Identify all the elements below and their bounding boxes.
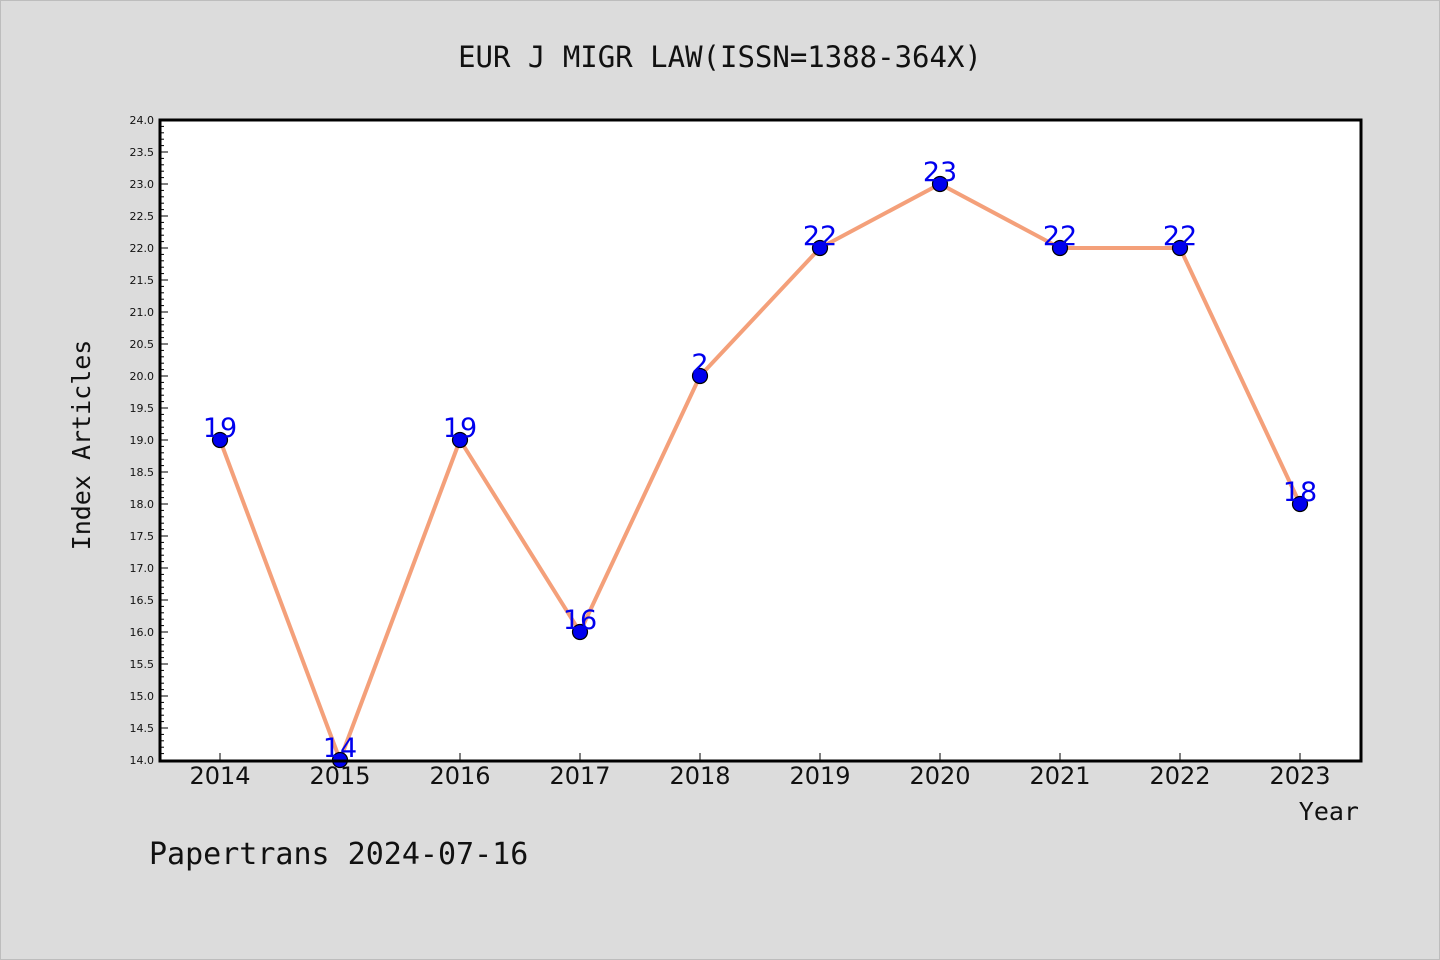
y-tick-label: 14.0: [130, 754, 155, 767]
data-point: [811, 239, 829, 257]
y-tick-label: 20.5: [130, 338, 155, 351]
data-point: [1051, 239, 1069, 257]
y-tick-label: 15.0: [130, 690, 155, 703]
y-tick-label: 18.0: [130, 498, 155, 511]
y-tick-label: 22.5: [130, 210, 155, 223]
data-label: 23: [923, 157, 957, 188]
y-tick-label: 17.0: [130, 562, 155, 575]
footer-credit: Papertrans 2024-07-16: [149, 837, 528, 872]
data-point: [691, 367, 709, 385]
x-axis-label: Year: [1299, 797, 1359, 826]
y-tick-label: 21.5: [130, 274, 155, 287]
y-tick-label: 15.5: [130, 658, 155, 671]
y-tick-label: 23.5: [130, 146, 155, 159]
y-axis-label: Index Articles: [67, 340, 96, 551]
plot-area: [160, 120, 1361, 761]
data-label: 18: [1283, 477, 1317, 508]
y-tick-label: 16.5: [130, 594, 155, 607]
x-tick-label: 2020: [909, 762, 970, 790]
data-point: [211, 431, 229, 449]
data-point: [1171, 239, 1189, 257]
y-tick-label: 21.0: [130, 306, 155, 319]
y-tick-label: 23.0: [130, 178, 155, 191]
plot-frame: [158, 118, 1363, 763]
y-tick-label: 16.0: [130, 626, 155, 639]
x-tick-label: 2019: [789, 762, 850, 790]
x-tick-label: 2014: [189, 762, 250, 790]
x-tick-label: 2023: [1269, 762, 1330, 790]
data-label: 16: [563, 605, 597, 636]
series-line: [218, 182, 1302, 762]
data-label: 22: [1163, 221, 1197, 252]
x-tick-label: 2022: [1149, 762, 1210, 790]
y-tick-label: 14.5: [130, 722, 155, 735]
data-point: [571, 623, 589, 641]
data-label: 14: [323, 733, 357, 764]
x-tick-label: 2018: [669, 762, 730, 790]
data-label: 22: [1043, 221, 1077, 252]
chart-title: EUR J MIGR LAW(ISSN=1388-364X): [458, 40, 982, 74]
y-tick-label: 20.0: [130, 370, 155, 383]
data-point: [931, 175, 949, 193]
data-label: 22: [803, 221, 837, 252]
series-polyline: [218, 182, 1302, 762]
data-label: 2: [691, 349, 708, 380]
data-point: [1291, 495, 1309, 513]
x-tick-label: 2016: [429, 762, 490, 790]
series-markers: [211, 175, 1309, 769]
data-label: 19: [203, 413, 237, 444]
x-tick-label: 2021: [1029, 762, 1090, 790]
y-tick-label: 17.5: [130, 530, 155, 543]
y-axis: 14.0 14.5 15.0 15.5 16.0 16.5 17.0 17.5 18.0 18.5…: [130, 114, 168, 767]
y-tick-label: 24.0: [130, 114, 155, 127]
y-tick-label: 22.0: [130, 242, 155, 255]
y-tick-label: 19.0: [130, 434, 155, 447]
data-point: [451, 431, 469, 449]
x-tick-label: 2017: [549, 762, 610, 790]
y-tick-label: 19.5: [130, 402, 155, 415]
y-tick-label: 18.5: [130, 466, 155, 479]
data-label: 19: [443, 413, 477, 444]
